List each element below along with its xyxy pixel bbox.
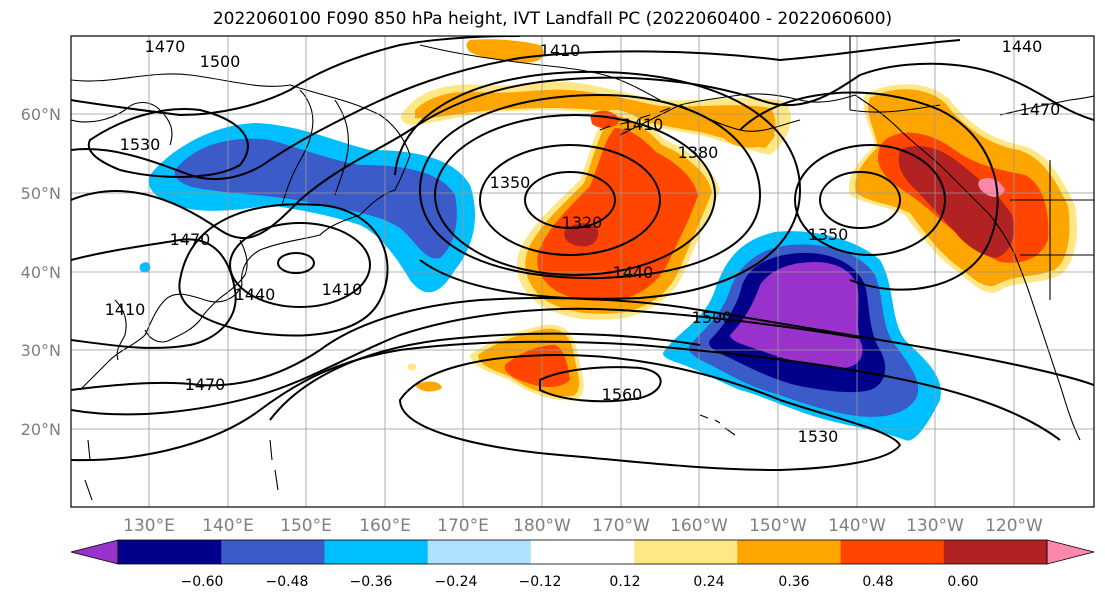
contour-label: 1500 (200, 52, 241, 71)
colorbar-tick: 0.12 (609, 574, 640, 590)
colorbar-frame (117, 539, 1048, 565)
contour-label: 1530 (798, 427, 839, 446)
colorbar-tick: 0.24 (693, 574, 724, 590)
contour-label: 1530 (120, 135, 161, 154)
lon-label: 160°W (670, 516, 728, 536)
lon-label: 140°W (828, 516, 886, 536)
colorbar-segment (118, 540, 222, 564)
contour-label: 1350 (808, 225, 849, 244)
contour-label: 1410 (623, 115, 664, 134)
contour-1320 (524, 171, 616, 229)
contour-label: 1470 (145, 37, 186, 56)
colorbar-arrow-min (70, 539, 119, 565)
colorbar-tick: 0.48 (862, 574, 893, 590)
lon-label: 120°W (985, 516, 1043, 536)
colorbar-segment (943, 540, 1048, 564)
colorbar (70, 539, 1095, 565)
contour-label: 1410 (322, 280, 363, 299)
contour-label: 1470 (185, 375, 226, 394)
lon-label: 160°E (359, 516, 411, 536)
colorbar-segment (737, 540, 842, 564)
longitude-labels: 130°E 140°E 150°E 160°E 170°E 180°W 170°… (123, 516, 1043, 536)
colorbar-segment (840, 540, 945, 564)
contour-label: 1440 (613, 263, 654, 282)
contour-1560 (539, 366, 662, 403)
lat-label: 40°N (21, 263, 61, 282)
latitude-labels: 60°N 50°N 40°N 30°N 20°N (21, 105, 61, 439)
colorbar-tick: −0.60 (181, 574, 224, 590)
contour-label: 1500 (692, 308, 733, 327)
contour-labels: 1470 1500 1530 1410 1440 1470 1410 1440 … (105, 37, 1061, 446)
contour-label: 1410 (540, 41, 581, 60)
lat-label: 20°N (21, 420, 61, 439)
colorbar-tick: 0.60 (947, 574, 978, 590)
contour-label: 1410 (105, 300, 146, 319)
map-title: 2022060100 F090 850 hPa height, IVT Land… (212, 9, 893, 29)
lon-label: 180°W (513, 516, 571, 536)
lat-label: 50°N (21, 184, 61, 203)
colorbar-tick: −0.24 (435, 574, 478, 590)
lon-label: 130°W (906, 516, 964, 536)
contour-label: 1320 (562, 213, 603, 232)
colorbar-segment (221, 540, 325, 564)
colorbar-arrow-max (1046, 539, 1095, 565)
contour-label: 1350 (490, 173, 531, 192)
colorbar-tick: 0.36 (778, 574, 809, 590)
colorbar-segment (324, 540, 429, 564)
height-contours (71, 36, 1094, 472)
colorbar-segment (427, 540, 532, 564)
lat-label: 60°N (21, 105, 61, 124)
contour-1380 (434, 114, 716, 276)
contour-label: 1470 (170, 230, 211, 249)
colorbar-tick: −0.48 (266, 574, 309, 590)
contour-1410-a (418, 93, 762, 280)
lon-label: 140°E (202, 516, 254, 536)
lon-label: 170°W (592, 516, 650, 536)
contour-1350 (479, 144, 661, 256)
positive-ivt-central (516, 109, 720, 320)
lon-label: 170°E (437, 516, 489, 536)
positive-ivt-south (407, 324, 584, 401)
lon-label: 130°E (123, 516, 175, 536)
lon-label: 150°W (749, 516, 807, 536)
contour-label: 1470 (1020, 100, 1061, 119)
map-frame (70, 35, 1095, 508)
contour-label: 1440 (1002, 37, 1043, 56)
colorbar-tick: −0.36 (350, 574, 393, 590)
contour-1410-b (277, 252, 315, 274)
lat-label: 30°N (21, 341, 61, 360)
coastlines (71, 36, 1094, 501)
contour-label: 1560 (602, 385, 643, 404)
lon-label: 150°E (280, 516, 332, 536)
colorbar-segment (530, 540, 635, 564)
negative-ivt-east (663, 231, 941, 441)
colorbar-segment (634, 540, 738, 564)
colorbar-tick-labels: −0.60 −0.48 −0.36 −0.24 −0.12 0.12 0.24 … (181, 574, 979, 590)
contour-label: 1440 (235, 285, 276, 304)
contour-label: 1380 (678, 143, 719, 162)
colorbar-tick: −0.12 (519, 574, 562, 590)
